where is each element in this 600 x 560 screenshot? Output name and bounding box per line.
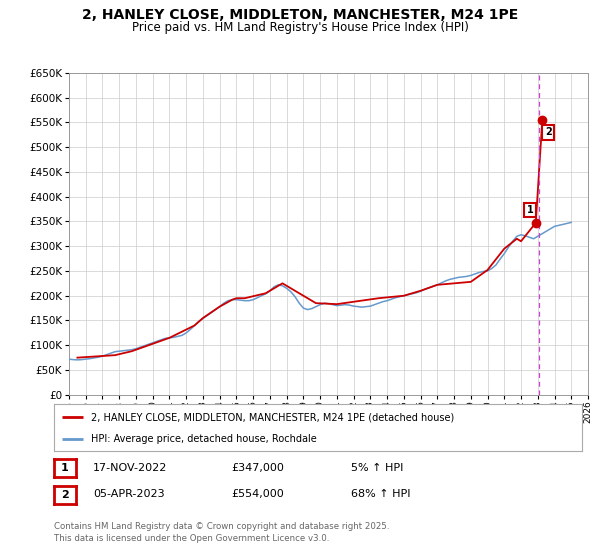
Text: 05-APR-2023: 05-APR-2023	[93, 489, 164, 500]
Text: 1: 1	[527, 205, 533, 215]
Text: Contains HM Land Registry data © Crown copyright and database right 2025.
This d: Contains HM Land Registry data © Crown c…	[54, 522, 389, 543]
Text: 2, HANLEY CLOSE, MIDDLETON, MANCHESTER, M24 1PE: 2, HANLEY CLOSE, MIDDLETON, MANCHESTER, …	[82, 8, 518, 22]
Text: 68% ↑ HPI: 68% ↑ HPI	[351, 489, 410, 500]
Text: 1: 1	[61, 463, 68, 473]
Text: 2: 2	[61, 490, 68, 500]
Text: £554,000: £554,000	[231, 489, 284, 500]
Text: 2, HANLEY CLOSE, MIDDLETON, MANCHESTER, M24 1PE (detached house): 2, HANLEY CLOSE, MIDDLETON, MANCHESTER, …	[91, 412, 454, 422]
Text: 17-NOV-2022: 17-NOV-2022	[93, 463, 167, 473]
Text: HPI: Average price, detached house, Rochdale: HPI: Average price, detached house, Roch…	[91, 434, 317, 444]
Text: £347,000: £347,000	[231, 463, 284, 473]
Text: 2: 2	[545, 127, 551, 137]
Text: Price paid vs. HM Land Registry's House Price Index (HPI): Price paid vs. HM Land Registry's House …	[131, 21, 469, 34]
Text: 5% ↑ HPI: 5% ↑ HPI	[351, 463, 403, 473]
